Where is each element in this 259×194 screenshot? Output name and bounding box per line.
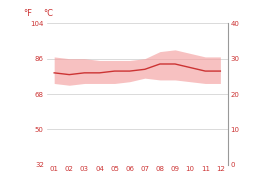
Text: °F: °F	[23, 9, 32, 18]
Text: °C: °C	[43, 9, 53, 18]
